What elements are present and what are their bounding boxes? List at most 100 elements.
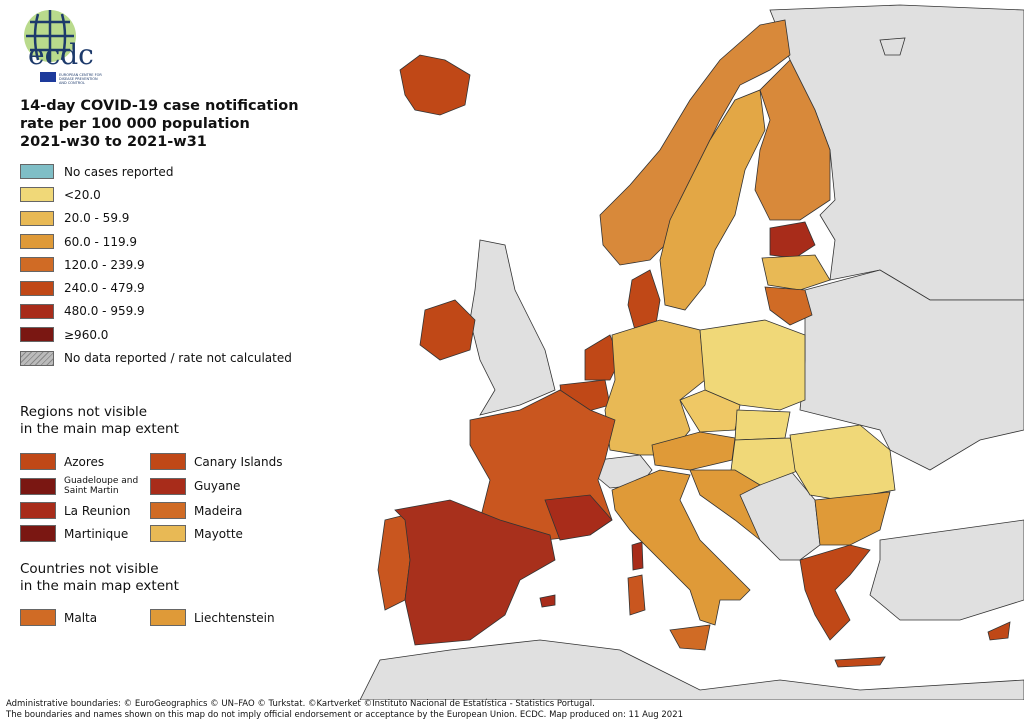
region-label: Mayotte xyxy=(194,526,243,541)
legend-label: 240.0 - 479.9 xyxy=(64,281,145,296)
rate-legend: No cases reported <20.0 20.0 - 59.9 60.0… xyxy=(20,160,292,370)
region-label: Guadeloupe and Saint Martin xyxy=(64,476,139,496)
legend-swatch xyxy=(20,453,56,470)
legend-label: <20.0 xyxy=(64,187,101,202)
countries-heading: Countries not visible in the main map ex… xyxy=(20,561,179,595)
legend-swatch xyxy=(20,280,54,296)
regions-legend: Azores Canary Islands Guadeloupe and Sai… xyxy=(20,453,290,542)
legend-item: No data reported / rate not calculated xyxy=(20,346,292,369)
legend-item: 120.0 - 239.9 xyxy=(20,253,292,276)
map-slovakia xyxy=(734,409,791,441)
legend-item: 60.0 - 119.9 xyxy=(20,230,292,253)
legend-item: 20.0 - 59.9 xyxy=(20,207,292,230)
map-bulgaria xyxy=(814,491,891,546)
region-label: Martinique xyxy=(64,526,129,541)
title-line: 2021-w30 to 2021-w31 xyxy=(20,134,207,150)
legend-swatch xyxy=(150,477,186,495)
map-slovenia-croatia xyxy=(689,469,761,541)
legend-swatch xyxy=(20,525,56,542)
footer-disclaimer: The boundaries and names shown on this m… xyxy=(6,710,684,720)
legend-swatch xyxy=(20,234,54,250)
choropleth-map xyxy=(359,4,1024,700)
region-item: Guadeloupe and Saint Martin xyxy=(20,476,150,496)
regions-heading: Regions not visible in the main map exte… xyxy=(20,404,179,438)
map-belarus-ukraine xyxy=(799,269,1024,471)
region-item: La Reunion xyxy=(20,502,150,519)
legend-swatch xyxy=(20,502,56,519)
heading-line: in the main map extent xyxy=(20,578,179,594)
legend-swatch xyxy=(150,609,186,626)
map-italy xyxy=(611,469,751,626)
map-balearics xyxy=(539,594,556,608)
legend-swatch xyxy=(150,453,186,470)
legend-item: 480.0 - 959.9 xyxy=(20,300,292,323)
legend-swatch xyxy=(20,609,56,626)
svg-text:DISEASE PREVENTION: DISEASE PREVENTION xyxy=(59,77,98,81)
map-sweden xyxy=(659,89,766,311)
region-item: Madeira xyxy=(150,502,290,519)
legend-swatch xyxy=(20,257,54,273)
legend-label: 20.0 - 59.9 xyxy=(64,211,130,226)
map-finland xyxy=(754,59,831,221)
legend-swatch xyxy=(20,303,54,319)
country-item: Malta xyxy=(20,609,150,626)
region-label: Azores xyxy=(64,454,105,469)
region-item: Mayotte xyxy=(150,525,290,542)
region-item: Canary Islands xyxy=(150,453,290,470)
legend-swatch xyxy=(20,477,56,495)
legend-item: 240.0 - 479.9 xyxy=(20,276,292,299)
map-corsica xyxy=(631,541,644,571)
map-lithuania xyxy=(764,286,813,326)
map-north-africa xyxy=(359,639,1024,700)
map-greece xyxy=(799,544,871,641)
legend-item: <20.0 xyxy=(20,183,292,206)
map-sardinia xyxy=(627,574,646,616)
svg-text:EUROPEAN CENTRE FOR: EUROPEAN CENTRE FOR xyxy=(59,73,102,77)
map-ireland xyxy=(419,299,476,361)
footer-attribution: Administrative boundaries: © EuroGeograp… xyxy=(6,699,595,709)
map-footer: Administrative boundaries: © EuroGeograp… xyxy=(6,699,683,721)
legend-swatch xyxy=(20,327,54,343)
map-latvia xyxy=(761,254,831,291)
legend-swatch xyxy=(20,187,54,203)
map-iceland xyxy=(399,54,471,116)
country-label: Malta xyxy=(64,610,98,625)
country-label: Liechtenstein xyxy=(194,610,275,625)
legend-item: ≥960.0 xyxy=(20,323,292,346)
legend-label: 480.0 - 959.9 xyxy=(64,304,145,319)
ecdc-logo: ecdc EUROPEAN CENTRE FOR DISEASE PREVENT… xyxy=(24,10,102,85)
svg-text:ecdc: ecdc xyxy=(28,38,94,71)
heading-line: Countries not visible xyxy=(20,561,159,577)
legend-swatch xyxy=(150,502,186,519)
map-crete xyxy=(834,656,886,668)
legend-label: 60.0 - 119.9 xyxy=(64,234,138,249)
map-estonia xyxy=(769,221,816,259)
region-label: Canary Islands xyxy=(194,454,283,469)
region-label: Guyane xyxy=(194,479,241,493)
region-item: Martinique xyxy=(20,525,150,542)
svg-text:AND CONTROL: AND CONTROL xyxy=(59,81,85,85)
region-label: Madeira xyxy=(194,503,243,518)
legend-swatch-hatched xyxy=(20,350,54,366)
legend-swatch xyxy=(150,525,186,542)
title-line: 14-day COVID-19 case notification xyxy=(20,98,299,114)
map-svalbard-ish xyxy=(879,37,906,56)
map-turkey xyxy=(869,519,1024,621)
map-spain xyxy=(394,499,556,646)
region-item: Guyane xyxy=(150,476,290,496)
map-sicily xyxy=(669,624,711,651)
region-label: La Reunion xyxy=(64,503,131,518)
region-item: Azores xyxy=(20,453,150,470)
legend-label: 120.0 - 239.9 xyxy=(64,257,145,272)
legend-item: No cases reported xyxy=(20,160,292,183)
map-cyprus xyxy=(987,621,1011,641)
map-france-south xyxy=(544,494,613,541)
map-title: 14-day COVID-19 case notification rate p… xyxy=(20,97,320,151)
countries-legend: Malta Liechtenstein xyxy=(20,609,290,626)
legend-label: No cases reported xyxy=(64,164,174,179)
map-denmark xyxy=(627,269,661,331)
legend-label: ≥960.0 xyxy=(64,327,109,342)
legend-swatch xyxy=(20,164,54,180)
legend-swatch xyxy=(20,210,54,226)
heading-line: Regions not visible xyxy=(20,404,148,420)
